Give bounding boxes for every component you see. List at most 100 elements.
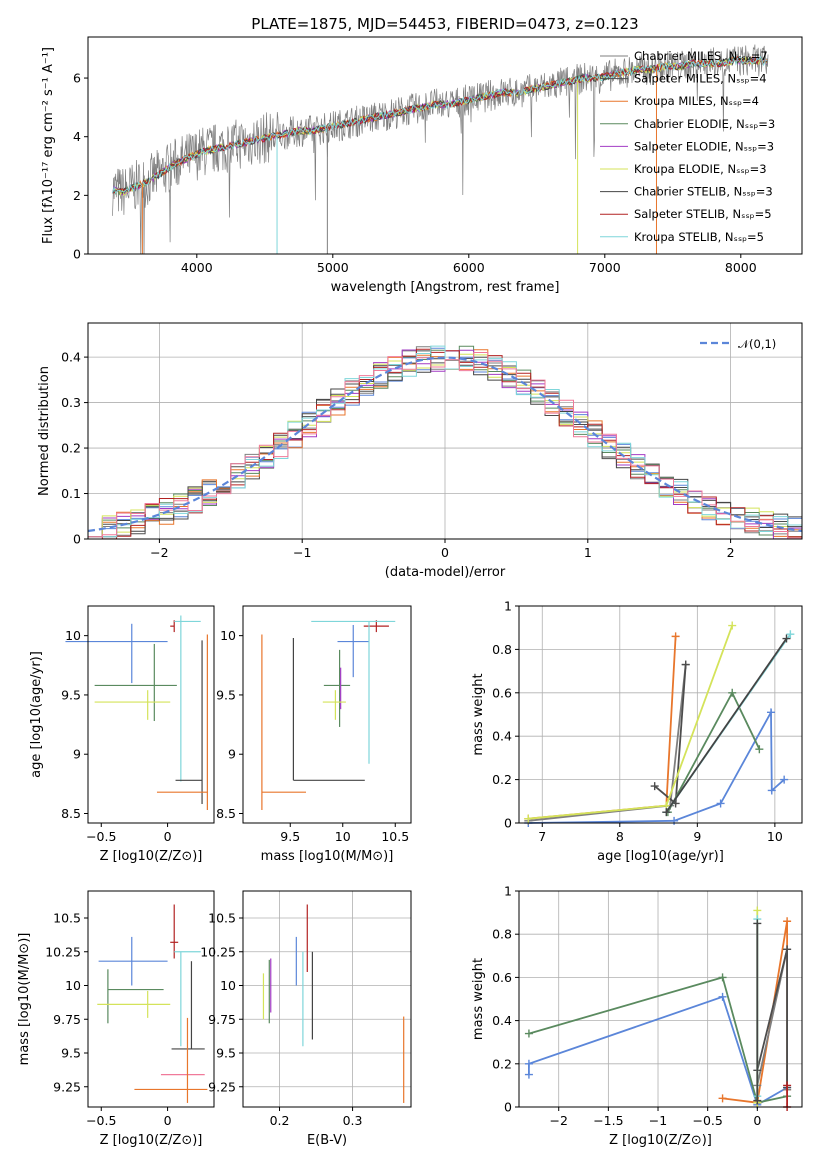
y-tick-label: 9 <box>228 747 236 762</box>
x-tick-label: 0 <box>753 1113 761 1128</box>
y-tick-label: 8.5 <box>216 806 236 821</box>
y-tick-label: 0.4 <box>61 350 81 365</box>
axes-frame <box>87 36 803 255</box>
plot-area <box>524 906 792 1111</box>
plot-area: Chabrier MILES, Nₛₛₚ=7 Salpeter MILES, Nₛ… <box>112 44 775 254</box>
errorbar-point <box>98 936 168 986</box>
legend-label: Salpeter STELIB, Nₛₛₚ=5 <box>634 207 772 221</box>
y-tick-label: 0.2 <box>492 1056 512 1071</box>
x-tick-label: −1 <box>293 545 311 560</box>
y-tick-label: 10 <box>65 978 81 993</box>
plus-marker <box>718 973 727 982</box>
panel-age_vs_mass: 9.5 10 10.5 8.5 9 9.5 10 mass [log10(M/M⊙)] <box>216 605 412 864</box>
errorbar-point <box>174 615 201 782</box>
y-axis-label: Flux [fλ10⁻¹⁷ erg cm⁻² s⁻¹ A⁻¹] <box>41 47 56 244</box>
y-tick-label: 1 <box>504 599 512 614</box>
errorbar-point <box>94 643 177 722</box>
x-tick-label: 5000 <box>317 260 349 275</box>
y-tick-label: 9.75 <box>53 1012 81 1027</box>
x-axis-label: mass [log10(M/M⊙)] <box>261 849 394 864</box>
errorbar-point <box>292 638 365 781</box>
y-tick-label: 9 <box>73 747 81 762</box>
axes-frame <box>87 890 215 1108</box>
x-tick-label: −2 <box>550 1113 568 1128</box>
y-tick-label: 9.5 <box>61 1046 81 1061</box>
plus-marker <box>662 808 671 817</box>
plot-area <box>262 904 405 1103</box>
errorbar-point <box>170 620 175 633</box>
x-tick-label: 7 <box>538 829 546 844</box>
x-tick-label: 0 <box>164 1113 172 1128</box>
plus-marker <box>753 1096 762 1105</box>
plus-marker <box>780 775 789 784</box>
errorbar-point <box>174 951 201 1047</box>
weight-line-kroupa_elodie <box>528 625 734 820</box>
weight-line-chabrier_elodie <box>528 976 788 1104</box>
plus-marker <box>718 992 727 1001</box>
plus-marker <box>650 782 659 791</box>
y-tick-label: 8.5 <box>61 806 81 821</box>
y-axis-label: Normed distribution <box>37 366 52 496</box>
errorbar-point <box>311 620 396 764</box>
errorbar-point <box>171 961 205 1050</box>
x-tick-label: 0.3 <box>343 1113 363 1128</box>
histogram-kroupa_stelib <box>88 345 802 538</box>
panel-mass_vs_ebv: 0.2 0.3 9.25 9.5 9.75 10 10.25 10.5 E(B-V) <box>200 890 412 1148</box>
x-tick-label: 10 <box>767 829 783 844</box>
panel-age_vs_Z: −0.5 0 8.5 9 9.5 10 Z [log10(Z/Z⊙)] age [log10(… <box>29 605 215 864</box>
plus-marker <box>681 660 690 669</box>
errorbar-point <box>156 634 208 810</box>
plus-marker <box>766 708 775 717</box>
x-tick-label: 7000 <box>589 260 621 275</box>
plot-area <box>261 620 396 810</box>
errorbar-point <box>322 690 346 720</box>
y-tick-label: 0.6 <box>492 970 512 985</box>
weight-line-blue <box>528 708 785 824</box>
plus-marker <box>671 632 680 641</box>
y-tick-label: 0.2 <box>492 772 512 787</box>
errorbar-point <box>261 634 306 810</box>
legend-label: Kroupa ELODIE, Nₛₛₚ=3 <box>634 162 767 176</box>
y-tick-label: 1 <box>504 884 512 899</box>
plus-marker <box>524 1070 533 1079</box>
errorbar-point <box>170 904 179 959</box>
x-axis-label: Z [log10(Z/Z⊙)] <box>100 849 203 864</box>
x-tick-label: −0.5 <box>692 1113 722 1128</box>
x-tick-label: 0.2 <box>270 1113 290 1128</box>
model-line-kroupa_stelib <box>112 55 768 195</box>
y-tick-label: 9.75 <box>208 1012 236 1027</box>
x-tick-label: 8000 <box>725 260 757 275</box>
legend-label: Kroupa STELIB, Nₛₛₚ=5 <box>634 230 764 244</box>
errorbar-point <box>107 969 164 1024</box>
x-tick-label: 4000 <box>181 260 213 275</box>
legend-label: Chabrier STELIB, Nₛₛₚ=3 <box>634 185 773 199</box>
plus-marker <box>783 1081 792 1090</box>
x-axis-label: E(B-V) <box>307 1133 347 1148</box>
x-axis-label: age [log10(age/yr)] <box>597 849 724 864</box>
panel-spectrum: Chabrier MILES, Nₛₛₚ=7 Salpeter MILES, Nₛ… <box>41 15 803 295</box>
x-tick-label: −1 <box>649 1113 667 1128</box>
plot-area: 𝒩(0,1) <box>87 337 803 540</box>
x-tick-label: −0.5 <box>86 829 116 844</box>
y-tick-label: 9.5 <box>216 1046 236 1061</box>
panel-weight_vs_Z: −2 −1.5 −1 −0.5 0 0 0.2 0.4 0.6 0.8 1 Z [log10(Z/Z⊙… <box>471 884 803 1148</box>
y-tick-label: 9.25 <box>208 1079 236 1094</box>
plus-marker <box>728 621 737 630</box>
legend-label: Chabrier MILES, Nₛₛₚ=7 <box>634 49 768 63</box>
x-tick-label: −2 <box>150 545 168 560</box>
errorbar-point <box>97 990 171 1018</box>
y-tick-label: 10.5 <box>208 911 236 926</box>
y-axis-label: mass [log10(M/M⊙)] <box>17 933 32 1066</box>
axes-frame <box>242 605 412 824</box>
x-axis-label: wavelength [Angstrom, rest frame] <box>331 280 560 295</box>
y-tick-label: 0.1 <box>61 486 81 501</box>
plus-marker <box>728 688 737 697</box>
axes-frame <box>242 890 412 1108</box>
x-tick-label: 10 <box>335 829 351 844</box>
y-tick-label: 0.4 <box>492 1013 512 1028</box>
x-tick-label: 0 <box>164 829 172 844</box>
y-tick-label: 4 <box>73 129 81 144</box>
weight-line-chabrier_miles <box>528 664 687 822</box>
y-tick-label: 0.8 <box>492 927 512 942</box>
